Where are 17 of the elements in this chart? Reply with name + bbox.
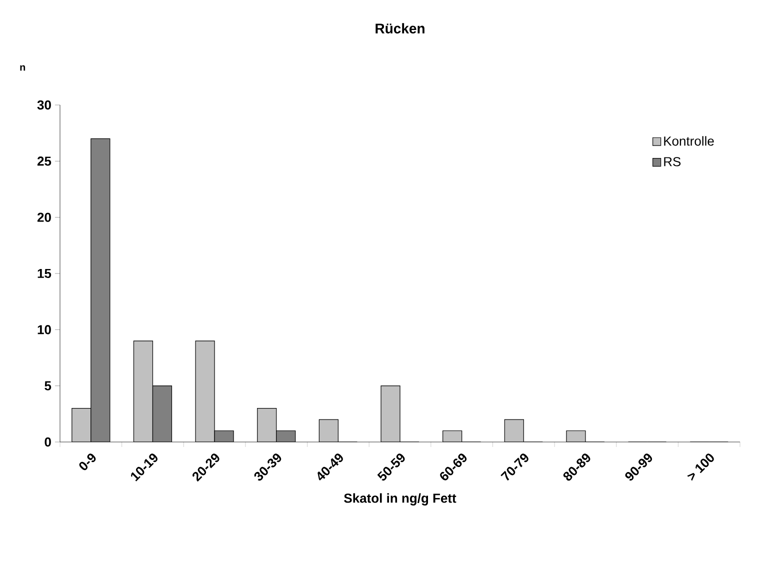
chart-title: Rücken — [376, 23, 424, 34]
y-tick-label: 5 — [44, 381, 52, 390]
x-axis-title: Skatol in ng/g Fett — [344, 493, 456, 506]
bar — [90, 138, 110, 442]
y-axis-title: n — [20, 65, 26, 71]
x-tick-label: > 100 — [687, 454, 714, 481]
bar — [276, 430, 296, 442]
bar — [152, 386, 172, 442]
y-tick-label: 15 — [38, 268, 52, 278]
x-tick-label: 0-9 — [79, 454, 96, 470]
y-tick-label: 20 — [37, 212, 51, 222]
y-tick-label: 25 — [37, 156, 52, 166]
y-tick-label: 30 — [37, 100, 51, 110]
y-tick-label: 10 — [38, 325, 51, 334]
legend-label: Kontrolle — [664, 136, 714, 146]
legend-label: RS — [664, 157, 681, 166]
y-tick-label: 0 — [44, 437, 51, 447]
